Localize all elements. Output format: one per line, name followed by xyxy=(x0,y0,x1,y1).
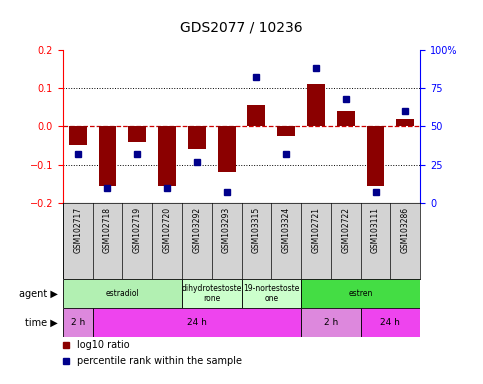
Bar xyxy=(242,279,301,308)
Bar xyxy=(63,308,93,337)
Bar xyxy=(69,126,86,146)
Text: 2 h: 2 h xyxy=(324,318,338,327)
Bar xyxy=(367,126,384,185)
Bar xyxy=(247,105,265,126)
Bar xyxy=(301,279,420,308)
Text: GSM103286: GSM103286 xyxy=(401,207,410,253)
Text: 2 h: 2 h xyxy=(71,318,85,327)
Bar xyxy=(337,111,355,126)
Text: 19-nortestoste
one: 19-nortestoste one xyxy=(243,284,299,303)
Text: GSM103292: GSM103292 xyxy=(192,207,201,253)
Text: GSM102720: GSM102720 xyxy=(163,207,171,253)
Text: estren: estren xyxy=(348,289,373,298)
Text: 24 h: 24 h xyxy=(381,318,400,327)
Text: GSM102719: GSM102719 xyxy=(133,207,142,253)
Bar xyxy=(99,126,116,185)
Text: percentile rank within the sample: percentile rank within the sample xyxy=(77,356,242,366)
Text: GSM103293: GSM103293 xyxy=(222,207,231,253)
Text: GSM102722: GSM102722 xyxy=(341,207,350,253)
Text: GSM102718: GSM102718 xyxy=(103,207,112,253)
Text: GSM102717: GSM102717 xyxy=(73,207,82,253)
Bar xyxy=(277,126,295,136)
Bar xyxy=(182,279,242,308)
Bar xyxy=(63,279,182,308)
Bar xyxy=(93,308,301,337)
Bar xyxy=(307,84,325,126)
Bar xyxy=(218,126,236,172)
Text: 24 h: 24 h xyxy=(187,318,207,327)
Text: GDS2077 / 10236: GDS2077 / 10236 xyxy=(180,21,303,35)
Text: dihydrotestoste
rone: dihydrotestoste rone xyxy=(182,284,242,303)
Bar xyxy=(397,119,414,126)
Text: agent ▶: agent ▶ xyxy=(19,289,58,299)
Text: estradiol: estradiol xyxy=(105,289,139,298)
Text: GSM103111: GSM103111 xyxy=(371,207,380,253)
Text: GSM103324: GSM103324 xyxy=(282,207,291,253)
Bar xyxy=(188,126,206,149)
Bar xyxy=(158,126,176,185)
Text: time ▶: time ▶ xyxy=(25,317,58,327)
Bar xyxy=(301,308,361,337)
Text: GSM103315: GSM103315 xyxy=(252,207,261,253)
Text: log10 ratio: log10 ratio xyxy=(77,339,130,349)
Bar xyxy=(361,308,420,337)
Text: GSM102721: GSM102721 xyxy=(312,207,320,253)
Bar xyxy=(128,126,146,142)
